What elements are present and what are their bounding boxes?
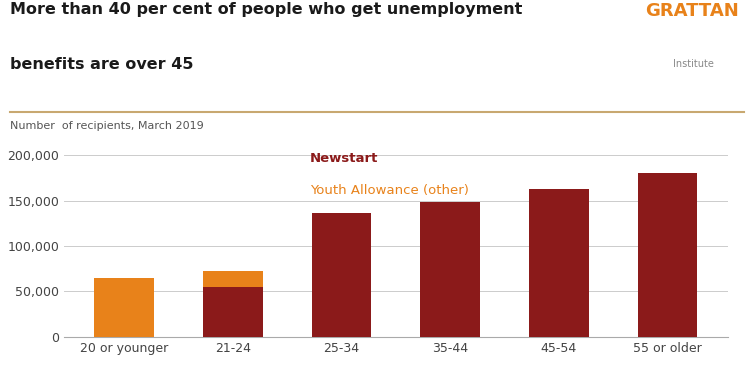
Bar bbox=[203, 270, 262, 287]
Text: Newstart: Newstart bbox=[310, 152, 378, 165]
Text: Institute: Institute bbox=[673, 59, 713, 68]
Text: Youth Allowance (other): Youth Allowance (other) bbox=[310, 184, 468, 198]
Bar bbox=[203, 287, 262, 337]
Text: GRATTAN: GRATTAN bbox=[645, 2, 738, 20]
Text: More than 40 per cent of people who get unemployment: More than 40 per cent of people who get … bbox=[10, 2, 523, 17]
Text: Number  of recipients, March 2019: Number of recipients, March 2019 bbox=[10, 121, 204, 131]
Bar bbox=[420, 202, 480, 337]
Bar bbox=[94, 278, 154, 337]
Text: benefits are over 45: benefits are over 45 bbox=[10, 57, 193, 72]
Bar bbox=[311, 213, 372, 337]
Bar bbox=[638, 173, 697, 337]
Bar bbox=[529, 189, 589, 337]
